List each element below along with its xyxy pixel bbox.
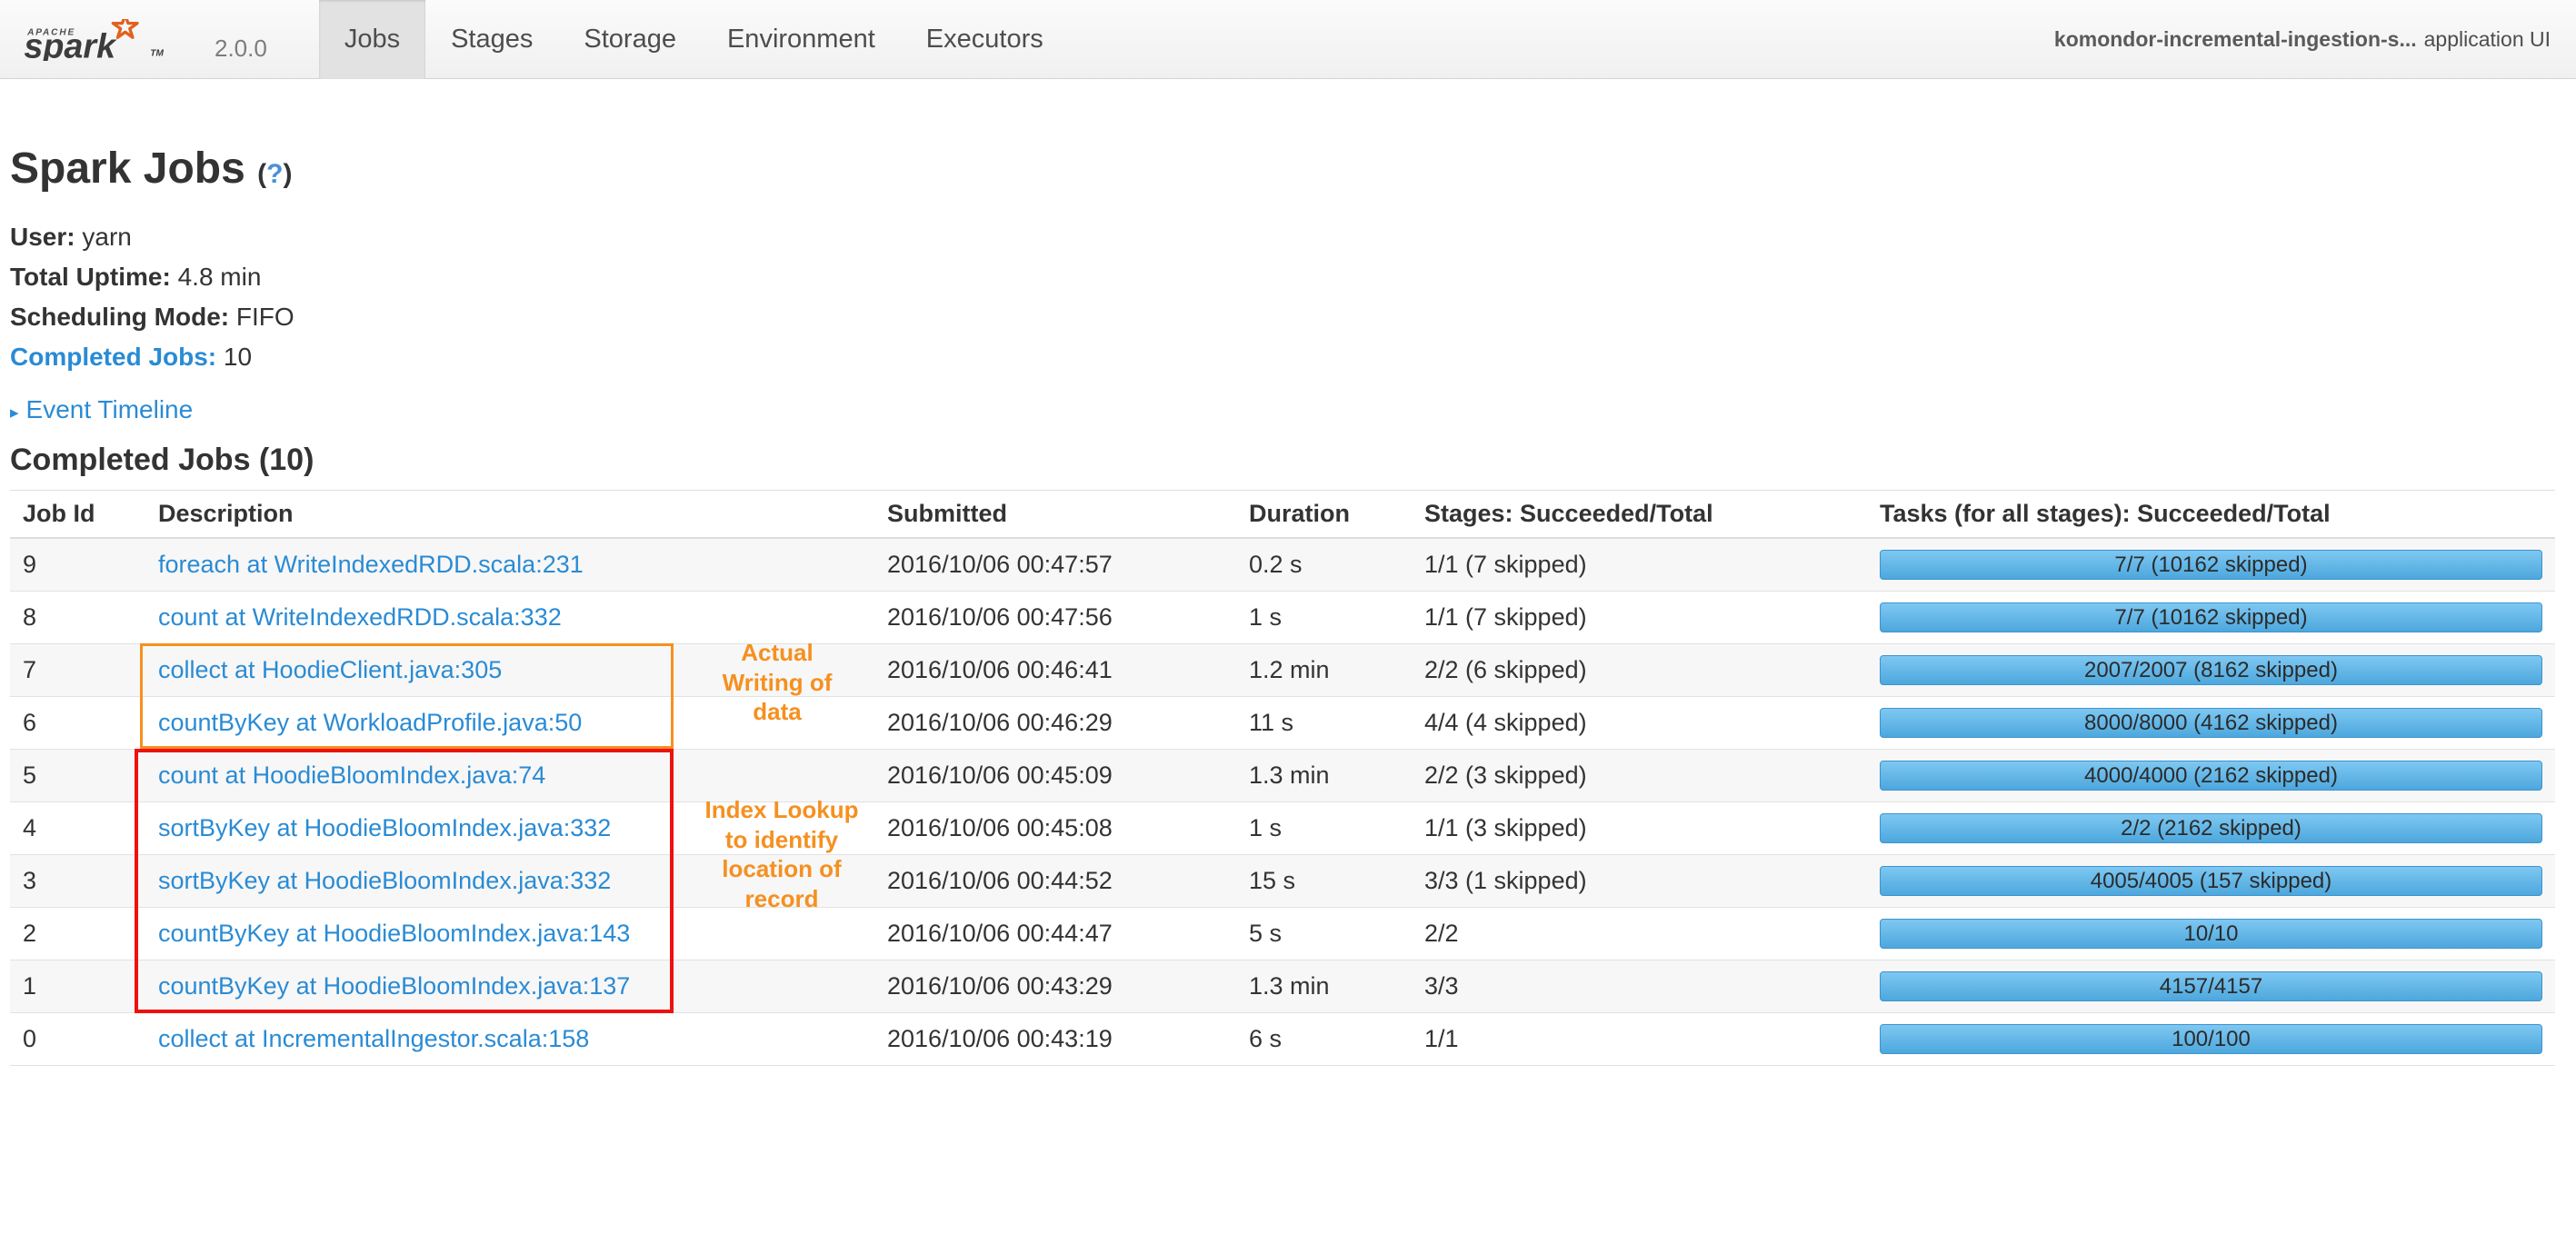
svg-text:spark: spark xyxy=(24,26,117,61)
svg-text:TM: TM xyxy=(150,48,164,58)
